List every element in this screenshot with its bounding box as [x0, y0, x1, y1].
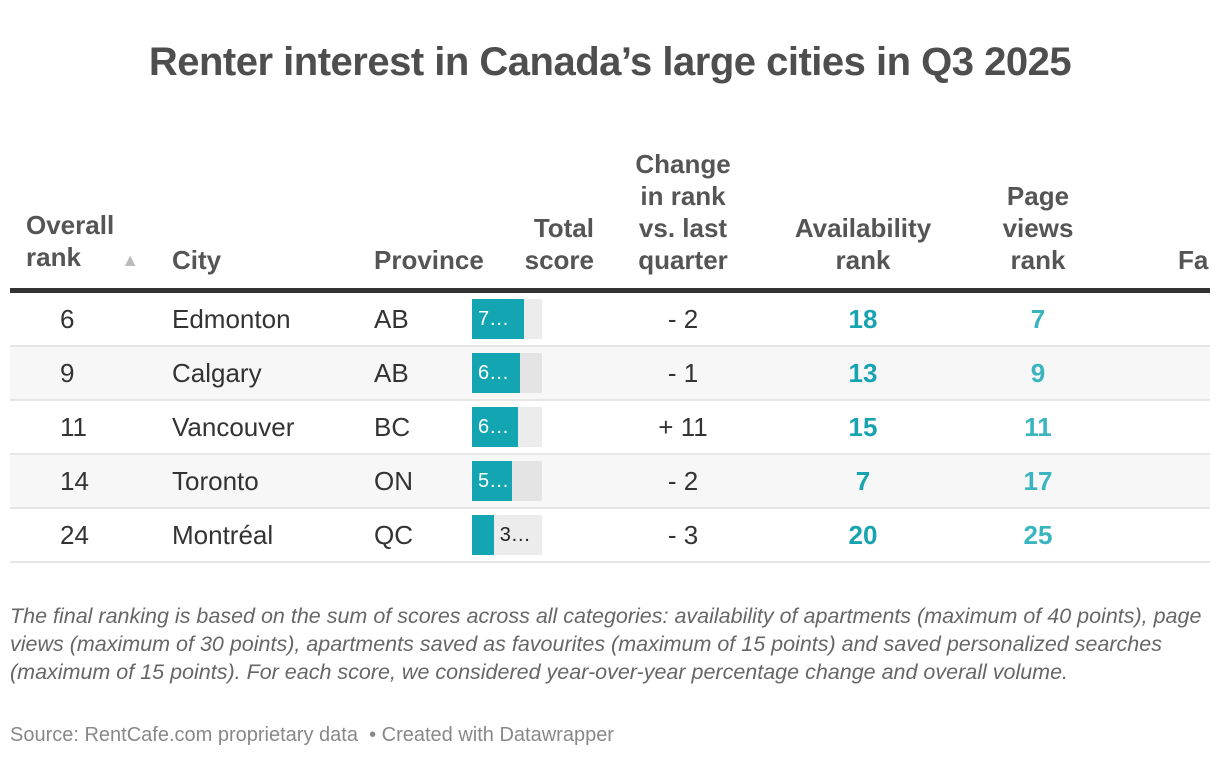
header-page-views-rank[interactable]: Page views rank [958, 148, 1118, 293]
header-favourites-rank[interactable]: Fa [1118, 148, 1210, 293]
total-score-cell: 6… [472, 400, 598, 455]
score-bar-track: 5… [472, 461, 542, 501]
city: Calgary [130, 346, 326, 401]
overall-rank: 11 [10, 400, 130, 455]
favourites-rank [1118, 454, 1210, 509]
province: BC [326, 400, 476, 455]
source: Source: RentCafe.com proprietary data [10, 724, 358, 746]
header-availability-rank[interactable]: Availability rank [768, 148, 958, 293]
province: AB [326, 346, 476, 401]
province: ON [326, 454, 476, 509]
header-change-in-rank[interactable]: Change in rank vs. last quarter [598, 148, 768, 293]
city: Vancouver [130, 400, 326, 455]
availability-rank: 20 [768, 508, 958, 563]
score-bar-track: 3… [472, 515, 542, 555]
overall-rank: 14 [10, 454, 130, 509]
table-row: 24 Montréal QC 3… - 3 20 25 [10, 508, 1210, 563]
province: AB [326, 290, 476, 347]
score-label: 5… [478, 470, 510, 492]
header-province[interactable]: Province [326, 148, 484, 293]
table-row: 14 Toronto ON 5… - 2 7 17 [10, 454, 1210, 509]
total-score-cell: 6… [472, 346, 598, 401]
score-bar-fill [472, 461, 512, 501]
score-bar-fill [472, 407, 519, 447]
score-label: 6… [478, 416, 510, 438]
total-score-cell: 5… [472, 454, 598, 509]
rank-change: - 1 [598, 346, 768, 401]
table-row: 6 Edmonton AB 7… - 2 18 7 [10, 290, 1210, 347]
favourites-rank [1118, 346, 1210, 401]
availability-rank: 13 [768, 346, 958, 401]
header-city[interactable]: City [130, 148, 326, 293]
score-bar-fill [472, 299, 524, 339]
rank-change: - 2 [598, 290, 768, 347]
rank-change: - 3 [598, 508, 768, 563]
overall-rank: 9 [10, 346, 130, 401]
source-line: Source: RentCafe.com proprietary data • … [10, 724, 614, 747]
score-bar-track: 6… [472, 353, 542, 393]
score-label: 6… [478, 362, 510, 384]
score-bar-fill [472, 353, 521, 393]
city: Edmonton [130, 290, 326, 347]
rank-change: + 11 [598, 400, 768, 455]
score-label: 3… [499, 524, 531, 546]
rank-change: - 2 [598, 454, 768, 509]
favourites-rank [1118, 508, 1210, 563]
ranking-table: Overall rank ▲ City Province Total score… [10, 148, 1210, 563]
favourites-rank [1118, 400, 1210, 455]
province: QC [326, 508, 476, 563]
score-label: 7… [478, 308, 510, 330]
city: Toronto [130, 454, 326, 509]
overall-rank: 6 [10, 290, 130, 347]
availability-rank: 15 [768, 400, 958, 455]
score-bar-fill [472, 515, 494, 555]
table-row: 9 Calgary AB 6… - 1 13 9 [10, 346, 1210, 401]
header-total-score[interactable]: Total score [476, 148, 598, 293]
total-score-cell: 7… [472, 290, 598, 347]
page-views-rank: 9 [958, 346, 1118, 401]
favourites-rank [1118, 290, 1210, 347]
page-views-rank: 25 [958, 508, 1118, 563]
total-score-cell: 3… [472, 508, 598, 563]
sort-ascending-icon: ▲ [121, 250, 140, 270]
page-views-rank: 11 [958, 400, 1118, 455]
availability-rank: 18 [768, 290, 958, 347]
credit: • Created with Datawrapper [369, 724, 614, 746]
score-bar-track: 6… [472, 407, 542, 447]
score-bar-track: 7… [472, 299, 542, 339]
availability-rank: 7 [768, 454, 958, 509]
table-row: 11 Vancouver BC 6… + 11 15 11 [10, 400, 1210, 455]
chart-title: Renter interest in Canada’s large cities… [148, 40, 1072, 84]
header-overall-rank[interactable]: Overall rank ▲ [10, 148, 139, 293]
city: Montréal [130, 508, 326, 563]
page-views-rank: 7 [958, 290, 1118, 347]
overall-rank: 24 [10, 508, 130, 563]
page-views-rank: 17 [958, 454, 1118, 509]
footnote: The final ranking is based on the sum of… [10, 604, 1202, 684]
